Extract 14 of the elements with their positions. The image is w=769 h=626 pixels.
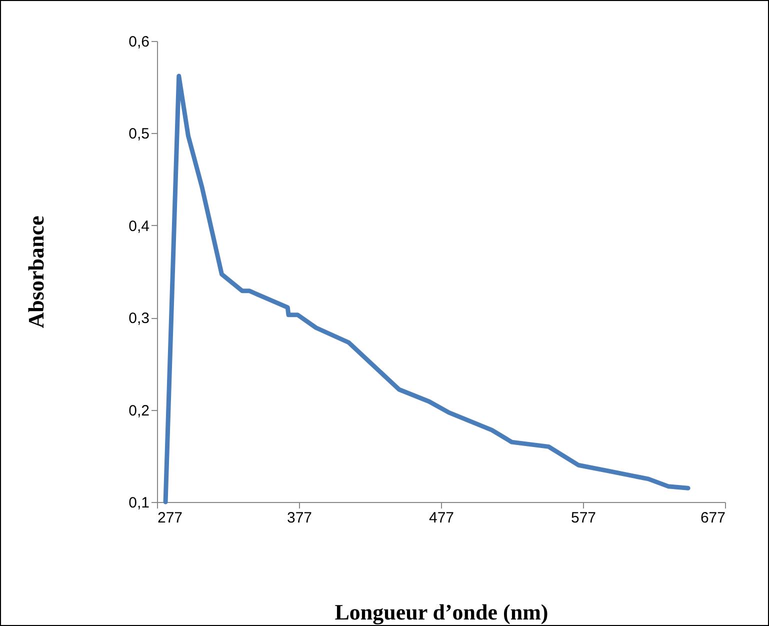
y-tick-label: 0,6 — [128, 34, 150, 50]
y-tick-label: 0,5 — [128, 126, 150, 143]
y-tick-label: 0,4 — [128, 218, 150, 235]
y-tick-label: 0,3 — [128, 310, 150, 328]
y-axis-title: Absorbance — [24, 216, 49, 328]
x-tick-label: 577 — [570, 510, 596, 526]
x-tick-label: 377 — [286, 510, 312, 526]
y-tick-label: 0,2 — [128, 402, 150, 420]
x-tick-label: 477 — [428, 510, 454, 526]
line-series — [163, 74, 690, 504]
x-axis-title: Longueur d’onde (nm) — [334, 600, 548, 624]
x-tick-label: 677 — [700, 510, 726, 526]
y-tick-label: 0,1 — [128, 494, 150, 512]
x-tick-label: 277 — [158, 510, 183, 526]
